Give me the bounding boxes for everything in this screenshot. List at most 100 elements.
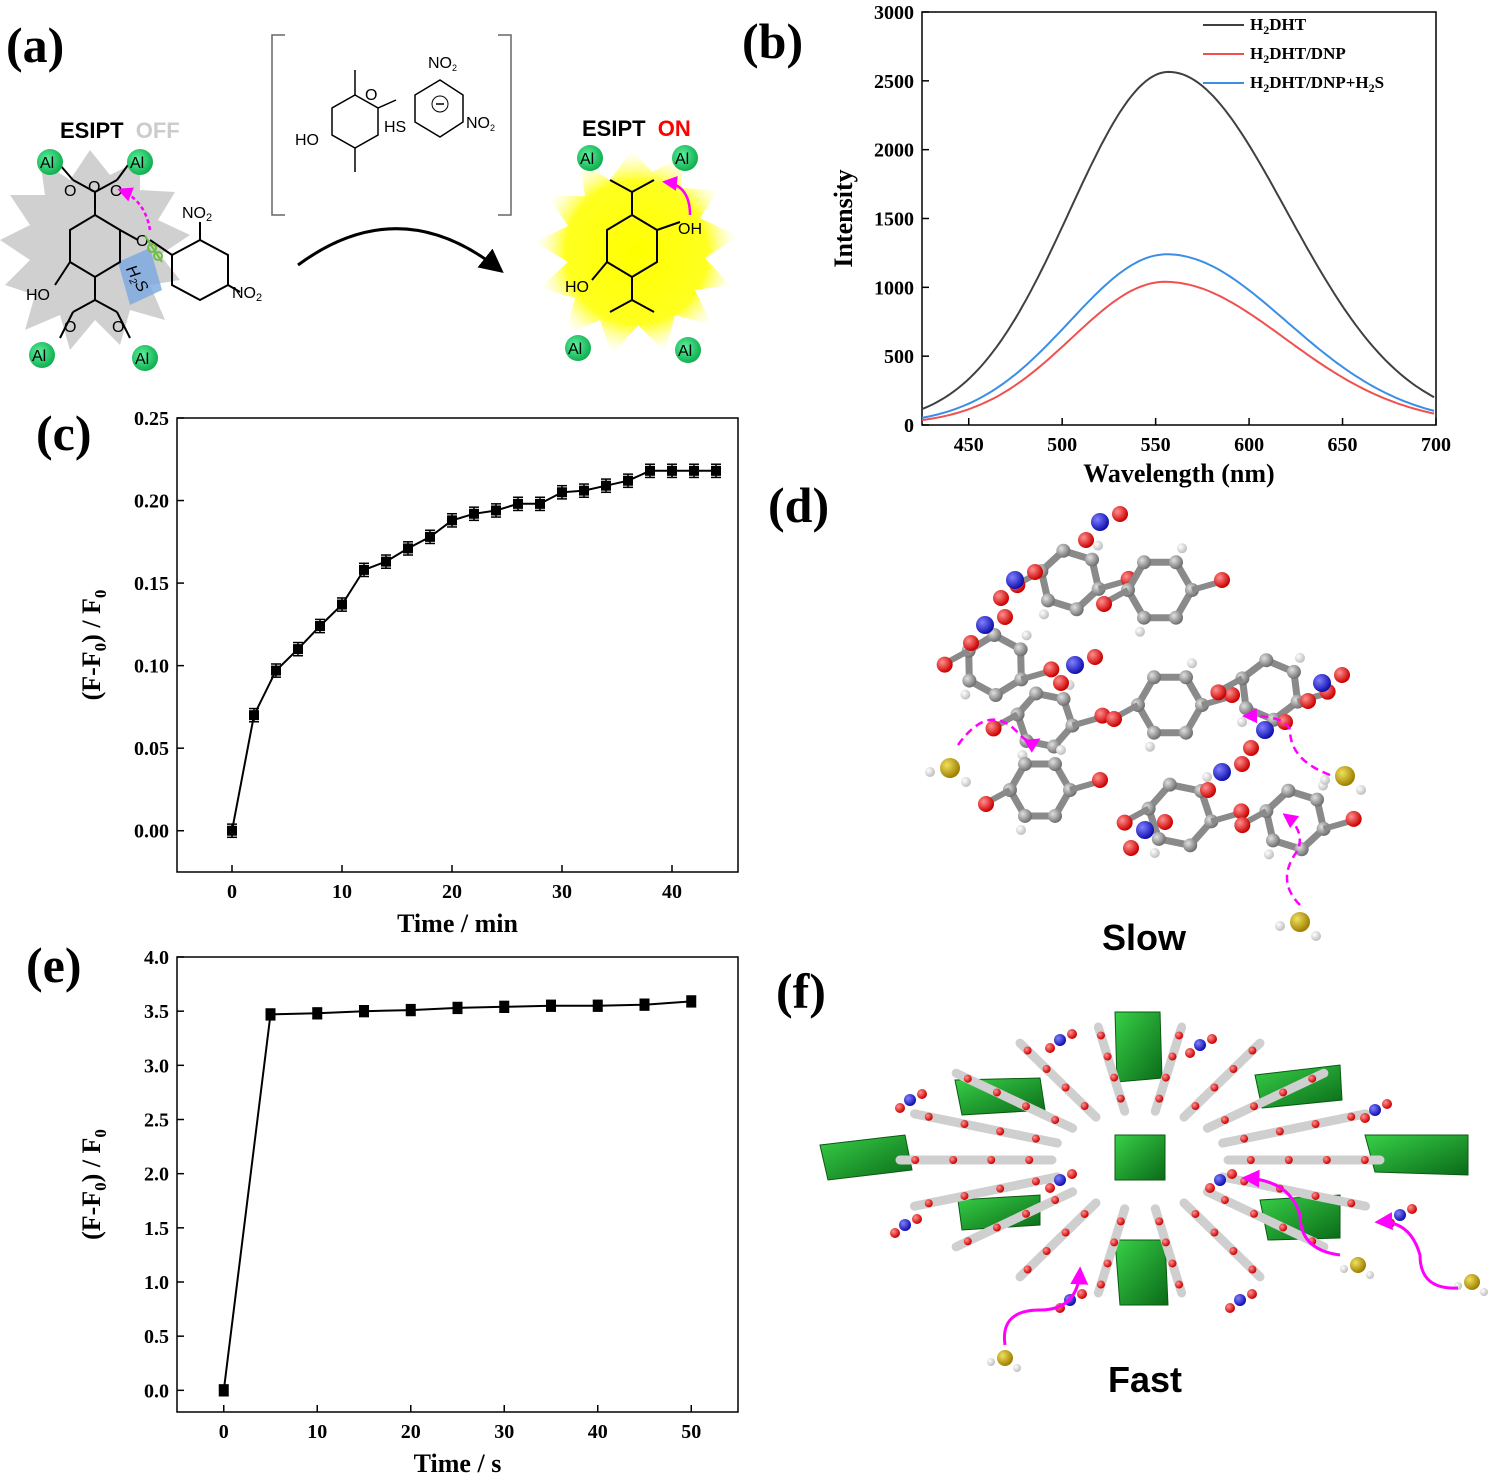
x-tick-label: 650 [1328, 434, 1358, 456]
oxygen-atom [1360, 1156, 1369, 1164]
hydrogen-atom [987, 1358, 995, 1366]
carbon-atom [1048, 808, 1062, 823]
oxygen-atom [1080, 1209, 1089, 1218]
atom-o: O [112, 319, 124, 336]
oxygen-atom [1031, 1177, 1040, 1186]
oxygen-atom [1157, 814, 1173, 830]
hydrogen-atom [961, 777, 971, 787]
y-tick-label: 0.5 [144, 1326, 169, 1348]
data-point [639, 999, 650, 1010]
legend-label: H2DHT/DNP [1250, 44, 1346, 66]
oxygen-atom [963, 1074, 972, 1083]
oxygen-atom [911, 1156, 920, 1164]
sulfur-atom [1290, 912, 1310, 932]
oxygen-atom [1161, 1073, 1170, 1082]
data-point [689, 465, 699, 476]
nitrogen-atom [1369, 1104, 1381, 1116]
oxygen-atom [1229, 1065, 1238, 1074]
oxygen-atom [1023, 1265, 1032, 1274]
data-point [535, 498, 545, 509]
carbon-atom [1040, 593, 1055, 608]
oxygen-atom [1155, 1094, 1164, 1103]
panel-label-f: (f) [776, 963, 826, 1019]
oxygen-atom [1031, 1134, 1040, 1143]
carbon-atom [962, 673, 977, 688]
oxygen-atom [1210, 1228, 1219, 1237]
hydrogen-atom [1177, 543, 1187, 554]
oxygen-atom [1168, 1052, 1177, 1061]
svg-text:Al: Al [678, 343, 692, 360]
oxygen-atom [960, 1120, 969, 1129]
hydrogen-atom [1038, 609, 1049, 620]
oxygen-atom [1311, 1191, 1320, 1200]
oxygen-atom [1191, 1209, 1200, 1218]
x-tick-label: 30 [494, 1421, 514, 1443]
oxygen-atom [1210, 684, 1227, 701]
x-tick-label: 30 [552, 881, 572, 903]
carbon-atom [1137, 610, 1151, 625]
carbon-atom [1056, 543, 1071, 558]
x-axis-label: Time / min [397, 909, 518, 938]
carbon-atom [1179, 725, 1193, 740]
h2s-tag-shape [118, 248, 162, 305]
panel-label-a: (a) [6, 17, 64, 73]
series-line [921, 70, 1435, 411]
x-tick-label: 550 [1141, 434, 1171, 456]
legend-label: H2DHT/DNP+H2S [1250, 73, 1384, 95]
oxygen-atom [1200, 782, 1216, 798]
atom-o: O [365, 87, 377, 104]
data-point [227, 825, 237, 836]
data-point [686, 996, 697, 1007]
oxygen-atom [1087, 649, 1103, 665]
y-tick-label: 0.05 [134, 738, 169, 760]
data-point [218, 1385, 229, 1396]
oxygen-atom [1224, 687, 1240, 703]
off-molecule-skeleton [54, 164, 241, 339]
oxygen-atom [1243, 740, 1259, 756]
oxygen-atom [1249, 1102, 1258, 1111]
carbon-atom [1013, 642, 1028, 657]
oxygen-atom [1225, 1303, 1235, 1313]
hydrogen-atom [1237, 717, 1248, 728]
negative-charge-icon [431, 95, 449, 113]
oxygen-atom [1279, 1088, 1288, 1097]
oxygen-atom [1103, 1259, 1112, 1268]
h2s-diffusion-arrow [1242, 708, 1331, 777]
data-point [513, 498, 523, 509]
nitrogen-atom [1234, 1294, 1246, 1306]
sulfur-atom [1464, 1274, 1480, 1290]
oxygen-atom [960, 1191, 969, 1200]
carbon-atom [1265, 833, 1280, 848]
carbon-atom [1151, 831, 1166, 846]
hydrogen-atom [1356, 785, 1366, 795]
h2s-tag-label: H2S [120, 263, 151, 297]
oxygen-atom [963, 635, 979, 651]
nitrogen-atom [1136, 821, 1154, 839]
oxygen-atom [1043, 661, 1060, 678]
y-tick-label: 0.0 [144, 1380, 169, 1402]
carbon-atom [988, 687, 1003, 702]
y-tick-label: 3.0 [144, 1055, 169, 1077]
oxygen-atom [1360, 1113, 1370, 1123]
data-point [645, 465, 655, 476]
hydrogen-atom [1016, 824, 1026, 835]
y-tick-label: 3000 [874, 2, 914, 24]
oxygen-atom [1077, 1289, 1087, 1299]
oxygen-atom [1023, 1046, 1032, 1055]
oxygen-atom [1249, 1209, 1258, 1218]
hydrogen-atom [1275, 921, 1285, 931]
oxygen-atom [1155, 1217, 1164, 1226]
data-point [403, 543, 413, 554]
y-tick-label: 2000 [874, 140, 914, 162]
svg-text:Al: Al [675, 151, 689, 168]
y-tick-label: 2500 [874, 71, 914, 93]
carbon-atom [1137, 555, 1151, 570]
al-node: Al [132, 345, 158, 371]
plot-frame [176, 417, 739, 873]
proton-transfer-arrow [662, 175, 692, 216]
y-axis-label: (F-F0) / F0 [77, 590, 110, 701]
oxygen-atom [996, 1127, 1005, 1136]
esipt-on-title: ESIPT ON [582, 116, 691, 141]
data-point [249, 710, 259, 721]
